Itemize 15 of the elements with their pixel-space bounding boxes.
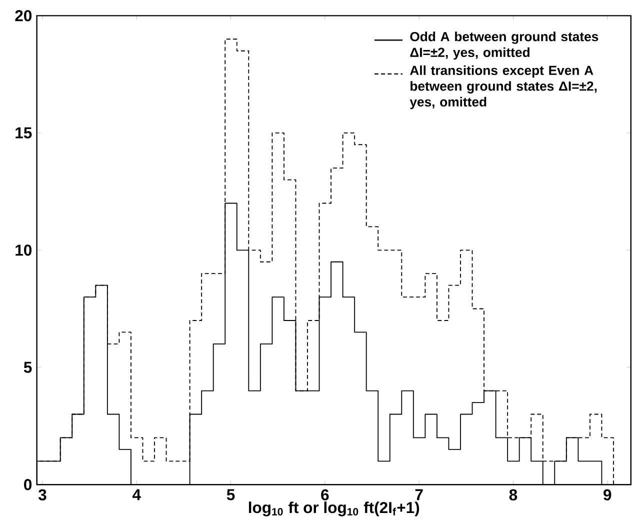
- x-tick-label: 7: [415, 489, 423, 500]
- x-tick-label: 5: [226, 489, 235, 500]
- legend-label: Odd A between ground states ΔI=±2, yes, omitted: [410, 32, 598, 60]
- x-tick-label: 4: [132, 489, 141, 500]
- x-tick-label: 3: [38, 489, 46, 500]
- x-tick-label: 8: [509, 489, 518, 500]
- x-tick-label: 6: [321, 489, 329, 500]
- x-tick-label: 9: [604, 489, 612, 500]
- y-tick-label: 5: [24, 362, 32, 373]
- y-tick-label: 20: [15, 10, 32, 22]
- legend-label: All transitions except Even A between ground states ΔI=±2, yes, omitted: [410, 65, 597, 110]
- y-tick-label: 0: [24, 479, 32, 490]
- x-axis-title: log$_{10}$ ft or log$_{10}$ ft(2I$_{f}$+1): [248, 502, 420, 516]
- y-tick-label: 10: [16, 244, 32, 256]
- y-tick-label: 15: [16, 127, 32, 138]
